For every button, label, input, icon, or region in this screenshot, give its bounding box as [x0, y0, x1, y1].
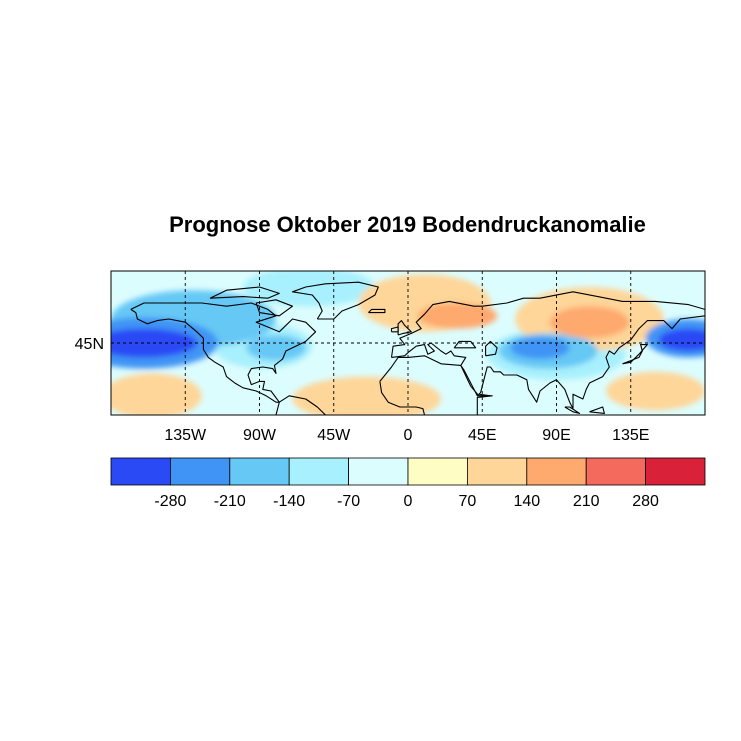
longitude-tick-label: 90E [542, 427, 570, 444]
colorbar-swatch [229, 457, 290, 486]
coastline-segment [485, 340, 498, 357]
coastline-segment [564, 406, 581, 414]
coastline-segment [368, 308, 386, 314]
colorbar-swatch [110, 457, 171, 486]
map-gridlines [111, 271, 705, 415]
longitude-tick-labels: 135W 90W 45W 0 45E 90E 135E [164, 427, 649, 444]
anomaly-region [549, 306, 630, 339]
coastline-segment [291, 281, 379, 320]
colorbar-swatch [288, 457, 350, 486]
coastline-segment [390, 291, 705, 410]
anomaly-region [417, 303, 498, 329]
colorbar-swatch [526, 457, 587, 486]
longitude-tick-label: 135W [164, 427, 207, 444]
anomaly-region [510, 336, 570, 359]
coastline-segment [275, 395, 327, 415]
colorbar-label: 140 [513, 493, 540, 510]
coastlines [130, 281, 705, 415]
coastline-segment [255, 299, 294, 317]
coastline-segment [589, 406, 605, 414]
longitude-tick-label: 45W [317, 427, 351, 444]
latitude-tick-label: 45N [75, 336, 104, 353]
colorbar-label: 280 [632, 493, 659, 510]
colorbar: -280 -210 -140 -70 0 70 140 210 280 [110, 457, 706, 510]
coastline-segment [397, 320, 412, 336]
colorbar-label: -280 [154, 493, 186, 510]
coastline-segment [622, 344, 648, 365]
anomaly-region [243, 271, 375, 307]
colorbar-label: 210 [573, 493, 600, 510]
longitude-tick-label: 135E [612, 427, 649, 444]
coastline-segment [130, 302, 317, 403]
anomaly-shading [111, 271, 705, 415]
anomaly-region [292, 376, 441, 415]
map-panel [110, 270, 706, 416]
colorbar-label: -70 [337, 493, 360, 510]
coastline-segment [453, 340, 477, 349]
latitude-tick-labels: 45N [75, 336, 104, 353]
longitude-tick-label: 45E [468, 427, 496, 444]
colorbar-swatch [169, 457, 231, 486]
anomaly-region [246, 335, 306, 361]
longitude-tick-label: 0 [404, 427, 413, 444]
colorbar-label: 0 [404, 493, 413, 510]
anomaly-region [606, 371, 705, 411]
coastline-segment [209, 286, 280, 299]
colorbar-swatch [348, 457, 409, 486]
colorbar-swatch [466, 457, 528, 486]
map-frame [110, 270, 706, 416]
anomaly-region [658, 328, 705, 351]
colorbar-label: -210 [214, 493, 246, 510]
longitude-tick-label: 90W [243, 427, 277, 444]
coastline-segment [390, 326, 399, 333]
chart-title: Prognose Oktober 2019 Bodendruckanomalie [169, 212, 646, 237]
colorbar-swatch [585, 457, 647, 486]
colorbar-label: -140 [273, 493, 305, 510]
colorbar-swatch [407, 457, 468, 486]
anomaly-region [111, 373, 202, 415]
colorbar-label: 70 [459, 493, 477, 510]
colorbar-swatch [645, 457, 706, 486]
